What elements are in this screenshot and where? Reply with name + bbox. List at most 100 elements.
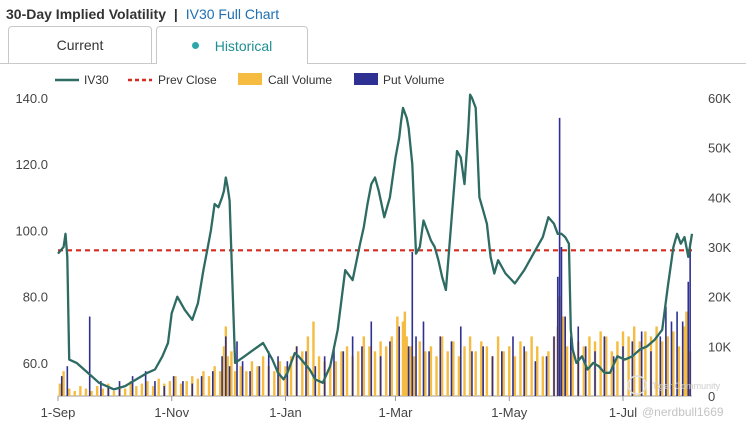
put-volume-bar — [681, 321, 684, 396]
call-volume-bar — [362, 336, 366, 396]
y-left-tick-label: 100.0 — [15, 223, 48, 238]
put-volume-bar — [154, 381, 156, 396]
call-volume-bar — [62, 371, 65, 396]
put-volume-bar — [60, 376, 63, 396]
put-volume-bar — [342, 351, 345, 396]
x-tick-label: 1-Jul — [609, 405, 637, 420]
call-volume-bar — [463, 346, 466, 396]
call-volume-bar — [530, 336, 533, 396]
call-volume-bar — [683, 326, 686, 396]
call-volume-bar — [146, 381, 149, 396]
call-volume-bar — [84, 388, 88, 396]
put-volume-bar — [450, 341, 453, 396]
call-volume-bar — [496, 336, 500, 396]
put-volume-bar — [286, 361, 289, 396]
call-volume-bar — [129, 381, 132, 396]
put-volume-bar — [612, 356, 615, 396]
call-volume-bar — [562, 316, 565, 396]
call-volume-bar — [582, 346, 586, 396]
put-volume-bar — [258, 366, 261, 396]
chart-title: 30-Day Implied Volatility — [6, 6, 167, 22]
call-volume-bar — [403, 311, 407, 396]
put-volume-bar — [558, 117, 561, 396]
call-volume-bar — [429, 346, 433, 396]
call-volume-bar — [112, 391, 116, 396]
tab-historical[interactable]: Historical — [156, 26, 308, 64]
call-volume-bar — [638, 341, 641, 396]
call-volume-bar — [418, 341, 421, 396]
iv30-chart: IV30 Prev Close Call Volume Put Volume 60.0 8… — [15, 73, 731, 420]
y-right-tick-label: 50K — [708, 141, 731, 156]
call-volume-bar — [435, 356, 438, 396]
x-tick-label: 1-Jan — [269, 405, 302, 420]
call-volume-bar — [440, 336, 444, 396]
tab-current[interactable]: Current — [8, 26, 152, 63]
call-volume-bar — [446, 351, 449, 396]
call-volume-bar — [185, 381, 188, 396]
chart-header: 30-Day Implied Volatility | IV30 Full Ch… — [6, 6, 279, 22]
call-volume-bar — [644, 331, 647, 396]
call-volume-bar — [273, 371, 276, 396]
put-volume-bar — [370, 321, 373, 396]
y-left-tick-label: 60.0 — [23, 356, 48, 371]
chart-tabs: Current Historical — [0, 26, 746, 64]
call-volume-bar — [345, 346, 349, 396]
put-volume-bar — [172, 376, 175, 396]
call-volume-bar — [468, 336, 472, 396]
put-volume-bar — [225, 336, 227, 396]
call-volume-bar — [278, 361, 282, 396]
y-right-tick-label: 40K — [708, 190, 731, 205]
call-volume-bar — [213, 366, 216, 396]
call-volume-bar — [250, 361, 254, 396]
put-volume-bar — [665, 306, 667, 396]
call-volume-bar — [334, 361, 338, 396]
call-volume-bar — [357, 351, 360, 396]
call-volume-bar — [123, 388, 127, 396]
call-volume-bar — [672, 331, 675, 396]
call-volume-bar — [541, 356, 545, 396]
call-volume-bar — [409, 346, 412, 396]
call-volume-bar — [256, 366, 259, 396]
put-volume-bar — [236, 341, 238, 396]
call-volume-bar — [627, 336, 630, 396]
iv30-full-chart-link[interactable]: IV30 Full Chart — [185, 6, 280, 22]
put-volume-bar — [351, 336, 354, 396]
put-volume-bar — [482, 346, 484, 396]
y-right-tick-label: 0 — [708, 389, 715, 404]
put-volume-bar — [182, 381, 184, 396]
put-volume-bar — [407, 346, 410, 396]
put-volume-bar — [670, 321, 673, 396]
call-volume-bar — [655, 326, 658, 396]
call-volume-bar — [547, 351, 550, 396]
x-tick-label: 1-Nov — [154, 405, 189, 420]
call-volume-bar — [368, 346, 371, 396]
y-right-tick-label: 60K — [708, 91, 731, 106]
call-volume-bar — [207, 376, 211, 396]
put-volume-bar — [501, 351, 503, 396]
call-volume-bar — [151, 386, 155, 396]
call-volume-bar — [508, 346, 511, 396]
call-volume-bar — [312, 321, 315, 396]
call-volume-bar — [565, 346, 569, 396]
call-volume-bar — [390, 336, 393, 396]
call-volume-bar — [536, 346, 539, 396]
put-volume-bar — [569, 336, 572, 396]
y-right-tick-label: 30K — [708, 240, 731, 255]
call-volume-bar — [384, 346, 388, 396]
put-volume-bar — [459, 326, 462, 396]
watermark-logo-icon — [627, 375, 647, 395]
put-volume-bar — [471, 351, 473, 396]
call-volume-bar — [79, 386, 82, 396]
call-volume-bar — [157, 378, 160, 396]
put-volume-bar — [200, 376, 203, 396]
watermark-community: Tiger Community — [652, 381, 721, 391]
put-volume-bar — [650, 351, 652, 396]
put-volume-bar — [277, 356, 279, 396]
iv30-line — [57, 93, 694, 391]
call-volume-bar — [666, 336, 669, 396]
call-volume-bar — [233, 371, 237, 396]
call-volume-bar — [219, 371, 222, 396]
call-volume-bar — [513, 356, 517, 396]
call-volume-bar — [616, 341, 619, 396]
put-volume-bar — [545, 356, 548, 396]
